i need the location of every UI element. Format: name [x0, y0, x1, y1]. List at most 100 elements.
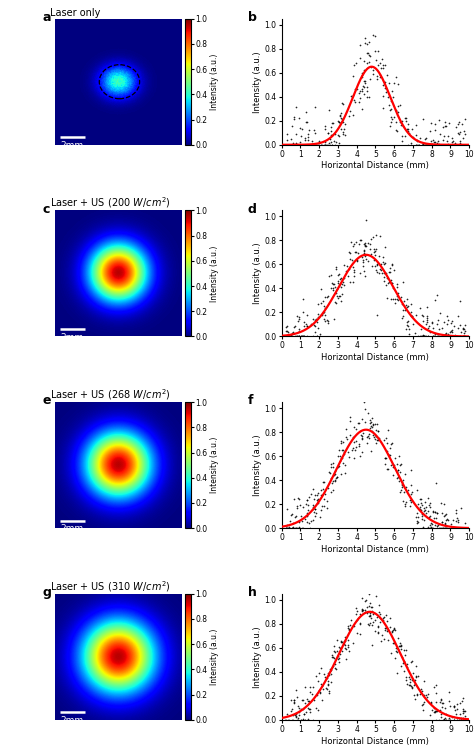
- Point: [436, 323, 443, 335]
- Point: [412, 670, 420, 682]
- Point: [337, 636, 345, 648]
- Text: b: b: [248, 11, 256, 24]
- Point: [358, 432, 366, 444]
- Point: [295, 330, 302, 342]
- Point: [434, 519, 442, 531]
- Point: [393, 292, 401, 304]
- Point: [398, 135, 406, 147]
- Point: [325, 669, 333, 681]
- Point: [396, 450, 403, 462]
- Point: [373, 70, 381, 82]
- Point: [328, 139, 335, 151]
- Point: [373, 258, 381, 270]
- Point: [422, 689, 430, 701]
- Point: [341, 460, 349, 471]
- Point: [455, 139, 462, 151]
- Point: [444, 130, 452, 142]
- Point: [316, 686, 324, 698]
- Point: [376, 57, 383, 69]
- Point: [362, 237, 369, 249]
- Point: [334, 653, 342, 665]
- Point: [456, 708, 463, 720]
- Point: [301, 714, 309, 726]
- Point: [350, 452, 357, 464]
- Point: [374, 59, 382, 71]
- Point: [367, 601, 374, 613]
- Point: [451, 139, 459, 151]
- Point: [345, 645, 353, 657]
- Point: [392, 652, 399, 664]
- Point: [442, 708, 449, 720]
- Point: [367, 445, 374, 457]
- Point: [422, 139, 429, 151]
- Point: [302, 139, 310, 151]
- Point: [296, 122, 304, 134]
- Point: [391, 452, 399, 464]
- Point: [457, 714, 465, 726]
- Point: [335, 445, 342, 457]
- Point: [338, 288, 346, 300]
- Point: [419, 309, 426, 321]
- Point: [356, 617, 364, 629]
- Point: [302, 706, 310, 718]
- Point: [324, 316, 332, 327]
- Point: [299, 330, 307, 342]
- Point: [356, 618, 364, 630]
- Point: [343, 433, 351, 445]
- Point: [424, 139, 431, 151]
- Point: [418, 330, 426, 342]
- Point: [361, 403, 368, 415]
- Point: [283, 708, 291, 720]
- Point: [400, 120, 407, 132]
- Point: [306, 517, 313, 529]
- Point: [426, 522, 434, 534]
- Point: [332, 297, 340, 309]
- Point: [401, 295, 408, 307]
- Point: [336, 110, 343, 122]
- Point: [291, 139, 299, 151]
- Point: [288, 119, 296, 131]
- Point: [452, 504, 460, 516]
- Point: [407, 464, 414, 476]
- Point: [344, 622, 351, 634]
- Text: d: d: [248, 203, 256, 216]
- Point: [424, 492, 432, 504]
- Point: [356, 52, 364, 64]
- Point: [364, 601, 371, 613]
- Point: [329, 475, 337, 487]
- Point: [345, 641, 352, 653]
- Point: [282, 522, 290, 534]
- Point: [346, 110, 353, 122]
- Point: [452, 507, 460, 519]
- Point: [442, 712, 449, 724]
- Point: [292, 708, 300, 720]
- Text: Laser + US (268 $W/cm^2$): Laser + US (268 $W/cm^2$): [50, 387, 171, 402]
- Point: [382, 451, 389, 463]
- Point: [419, 498, 426, 510]
- Point: [295, 311, 303, 323]
- Point: [378, 61, 385, 73]
- Point: [309, 503, 317, 515]
- Text: c: c: [43, 203, 50, 216]
- Point: [389, 469, 397, 481]
- Point: [423, 501, 430, 513]
- Point: [367, 60, 375, 72]
- Point: [420, 330, 428, 342]
- Point: [386, 442, 394, 454]
- Point: [370, 609, 377, 621]
- Point: [316, 687, 324, 699]
- Point: [344, 621, 351, 633]
- Point: [299, 522, 307, 534]
- Point: [436, 714, 443, 726]
- Point: [358, 103, 366, 115]
- Point: [334, 650, 341, 662]
- Point: [303, 510, 311, 522]
- Point: [366, 607, 374, 619]
- Point: [315, 139, 323, 151]
- Point: [428, 139, 435, 151]
- Point: [456, 136, 464, 148]
- Point: [431, 125, 438, 137]
- Point: [456, 522, 463, 534]
- Point: [331, 128, 339, 140]
- Point: [440, 522, 447, 534]
